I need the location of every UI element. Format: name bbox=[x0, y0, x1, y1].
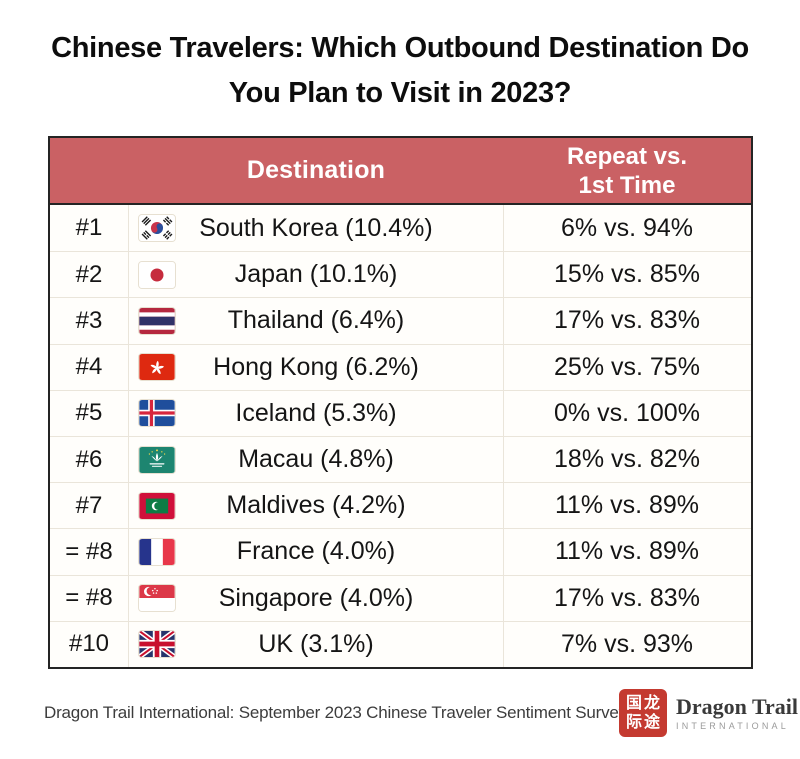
rank-cell: #10 bbox=[68, 630, 110, 658]
repeat-vs-first-cell: 0% vs. 100% bbox=[554, 398, 700, 427]
repeat-vs-first-cell: 18% vs. 82% bbox=[554, 445, 700, 474]
page-title-line-2: You Plan to Visit in 2023? bbox=[228, 77, 572, 109]
logo-subtitle: INTERNATIONAL bbox=[676, 721, 789, 731]
header-destination-cell: Destination bbox=[246, 156, 386, 184]
destination-cell: Macau (4.8%) bbox=[128, 436, 504, 483]
destination-label: Macau (4.8%) bbox=[238, 445, 394, 474]
repeat-vs-first-cell: 6% vs. 94% bbox=[560, 213, 693, 242]
header-repeat-cell: Repeat vs. 1st Time bbox=[504, 138, 750, 203]
repeat-vs-first-cell: 7% vs. 93% bbox=[560, 629, 693, 658]
destination-cell: Singapore (4.0%) bbox=[128, 575, 504, 621]
rank-cell: #3 bbox=[75, 306, 103, 334]
logo-name: Dragon Trail bbox=[676, 694, 799, 719]
rank-cell: #1 bbox=[75, 214, 103, 242]
rank-cell: #5 bbox=[75, 399, 103, 427]
destination-label: France (4.0%) bbox=[236, 537, 396, 566]
japan-flag-icon bbox=[138, 260, 176, 289]
seal-characters-row-2: 际途 bbox=[625, 714, 662, 731]
dragon-trail-seal-icon: 国龙 际途 bbox=[619, 689, 667, 737]
south-korea-flag-icon bbox=[138, 214, 176, 243]
table-row: #2 Japan (10.1%) 15% vs. 85% bbox=[50, 251, 751, 298]
table-row: #3 Thailand (6.4%) 17% vs. 83% bbox=[50, 297, 751, 344]
source-attribution: Dragon Trail International: September 20… bbox=[44, 703, 627, 722]
rank-cell: #7 bbox=[75, 491, 103, 519]
destination-label: Japan (10.1%) bbox=[234, 260, 398, 289]
table-row: #7 Maldives (4.2%) 11% vs. 89% bbox=[50, 482, 751, 529]
logo-wordmark: Dragon Trail INTERNATIONAL bbox=[676, 695, 798, 731]
destination-cell: Thailand (6.4%) bbox=[128, 298, 504, 344]
repeat-vs-first-cell: 17% vs. 83% bbox=[554, 306, 700, 335]
uk-flag-icon bbox=[138, 630, 176, 659]
repeat-vs-first-cell: 11% vs. 89% bbox=[554, 537, 700, 566]
header-repeat-line-1: Repeat vs. bbox=[566, 142, 688, 170]
repeat-vs-first-cell: 11% vs. 89% bbox=[554, 491, 700, 520]
destination-cell: Maldives (4.2%) bbox=[128, 483, 504, 529]
rank-cell: #2 bbox=[75, 260, 103, 288]
destination-cell: Iceland (5.3%) bbox=[128, 390, 504, 436]
page-title: Chinese Travelers: Which Outbound Destin… bbox=[0, 26, 800, 116]
destination-cell: Japan (10.1%) bbox=[128, 252, 504, 298]
destination-label: Hong Kong (6.2%) bbox=[213, 352, 419, 381]
table-row: = #8 bbox=[50, 574, 751, 621]
maldives-flag-icon bbox=[138, 491, 176, 520]
destination-label: Iceland (5.3%) bbox=[235, 398, 397, 427]
header-repeat-line-2: 1st Time bbox=[578, 171, 676, 199]
table-row: #1 bbox=[50, 205, 751, 252]
france-flag-icon bbox=[138, 537, 176, 566]
macau-flag-icon bbox=[138, 445, 176, 474]
header-rank-cell bbox=[50, 138, 128, 203]
rank-cell: = #8 bbox=[65, 584, 113, 612]
rank-cell: = #8 bbox=[65, 537, 113, 565]
iceland-flag-icon bbox=[138, 399, 176, 428]
table-row: = #8 France (4.0%) 11% vs. 89% bbox=[50, 528, 751, 575]
destination-cell: South Korea (10.4%) bbox=[128, 205, 504, 252]
thailand-flag-icon bbox=[138, 306, 176, 335]
repeat-vs-first-cell: 25% vs. 75% bbox=[554, 352, 700, 381]
destination-cell: France (4.0%) bbox=[128, 529, 504, 575]
table-row: #4 Hong Kong (6.2%) bbox=[50, 343, 751, 390]
table-row: #6 bbox=[50, 435, 751, 483]
table-row: #10 UK (3.1%) 7% vs. 93% bbox=[50, 620, 751, 667]
repeat-vs-first-cell: 17% vs. 83% bbox=[554, 583, 700, 612]
dragon-trail-logo: 国龙 际途 Dragon Trail INTERNATIONAL bbox=[619, 689, 798, 737]
destination-label: Thailand (6.4%) bbox=[227, 306, 405, 335]
rank-cell: #6 bbox=[75, 445, 103, 473]
table-header-row: Destination Repeat vs. 1st Time bbox=[50, 138, 751, 205]
table-row: #5 Iceland (5.3%) 0% vs. 100% bbox=[50, 389, 751, 436]
destination-label: Maldives (4.2%) bbox=[226, 491, 406, 520]
repeat-vs-first-cell: 15% vs. 85% bbox=[554, 260, 700, 289]
destination-label: Singapore (4.0%) bbox=[218, 583, 414, 612]
destination-cell: UK (3.1%) bbox=[128, 621, 504, 667]
destination-cell: Hong Kong (6.2%) bbox=[128, 344, 504, 390]
destination-ranking-table: Destination Repeat vs. 1st Time #1 bbox=[48, 136, 753, 669]
page-title-line-1: Chinese Travelers: Which Outbound Destin… bbox=[51, 32, 749, 64]
singapore-flag-icon bbox=[138, 584, 176, 613]
rank-cell: #4 bbox=[75, 353, 103, 381]
hong-kong-flag-icon bbox=[138, 353, 176, 382]
seal-characters-row-1: 国龙 bbox=[625, 695, 662, 712]
destination-label: South Korea (10.4%) bbox=[199, 213, 433, 242]
destination-label: UK (3.1%) bbox=[258, 629, 374, 658]
